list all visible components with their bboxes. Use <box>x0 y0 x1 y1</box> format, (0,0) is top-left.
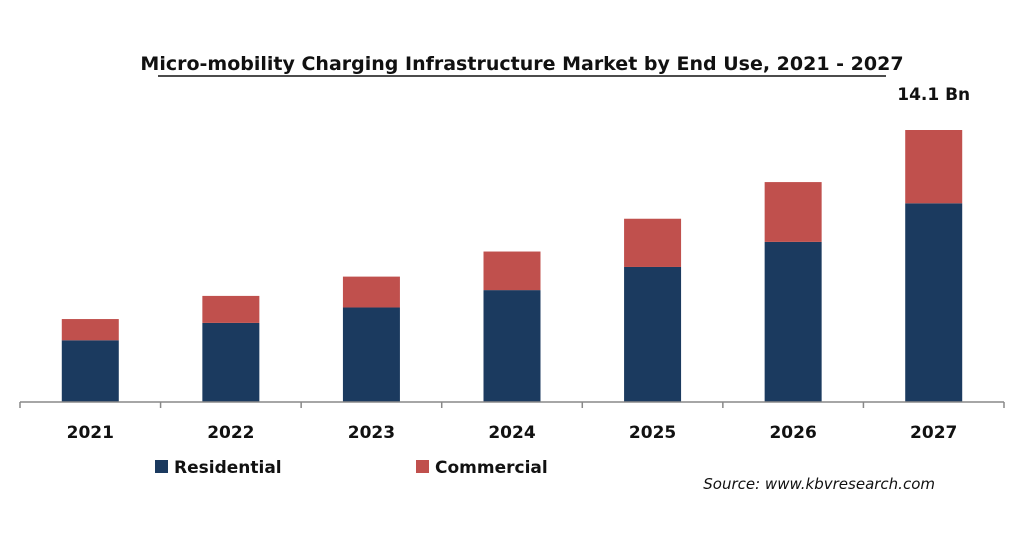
bar-residential-2026 <box>764 241 822 402</box>
total-annotation: 14.1 Bn <box>897 85 970 105</box>
bar-residential-2021 <box>61 340 119 402</box>
bar-residential-2024 <box>483 290 541 402</box>
legend: Residential Commercial <box>155 458 548 478</box>
x-tick-label-2021: 2021 <box>67 423 114 443</box>
x-tick-label-2026: 2026 <box>769 423 816 443</box>
x-tick-label-2024: 2024 <box>488 423 535 443</box>
bar-commercial-2026 <box>764 182 822 242</box>
x-tick-label-2027: 2027 <box>910 423 957 443</box>
bar-residential-2027 <box>905 203 963 402</box>
source-text: Source: www.kbvresearch.com <box>703 475 935 493</box>
legend-swatch-commercial <box>416 460 429 473</box>
bar-commercial-2027 <box>905 130 963 204</box>
x-tick-label-2025: 2025 <box>629 423 676 443</box>
x-axis-ticks <box>19 402 1005 408</box>
legend-label-commercial: Commercial <box>435 458 548 478</box>
bar-residential-2022 <box>202 322 260 402</box>
bars <box>61 130 963 402</box>
legend-swatch-residential <box>155 460 168 473</box>
bar-commercial-2021 <box>61 319 119 341</box>
bar-commercial-2023 <box>342 276 400 308</box>
bar-commercial-2024 <box>483 251 541 291</box>
legend-label-residential: Residential <box>174 458 282 478</box>
chart-title: Micro-mobility Charging Infrastructure M… <box>140 53 903 75</box>
bar-residential-2023 <box>342 307 400 402</box>
bar-residential-2025 <box>624 266 682 402</box>
x-tick-label-2022: 2022 <box>207 423 254 443</box>
x-tick-label-2023: 2023 <box>348 423 395 443</box>
bar-commercial-2022 <box>202 295 260 323</box>
x-axis-tick-labels: 2021 2022 2023 2024 2025 2026 2027 <box>67 423 958 443</box>
bar-commercial-2025 <box>624 218 682 267</box>
